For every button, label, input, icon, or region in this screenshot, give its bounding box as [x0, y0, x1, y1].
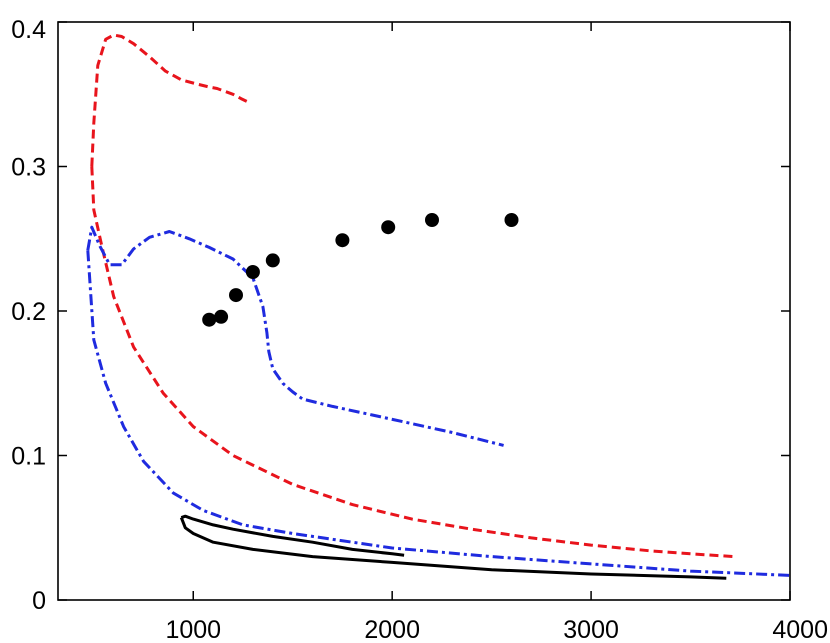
ticks-layer: 1000 2000 3000 4000 0 0.1 0.2 0.3 0.4 [11, 16, 828, 643]
data-point [214, 309, 229, 324]
y-tick-label: 0.2 [11, 298, 46, 326]
data-point [202, 312, 217, 327]
data-point [229, 288, 243, 303]
x-tick-label: 1000 [165, 616, 221, 643]
series-line-6 [179, 517, 727, 580]
series-line-3 [86, 225, 504, 447]
y-tick-label: 0.3 [11, 154, 46, 182]
series-line-1 [90, 33, 248, 167]
data-point [381, 220, 396, 235]
series-line-2 [90, 166, 735, 559]
data-point [245, 265, 260, 279]
points-layer [202, 213, 519, 327]
series-line-5 [180, 514, 405, 557]
x-tick-label: 4000 [772, 616, 828, 643]
y-tick-label: 0 [32, 587, 46, 615]
plot-frame [57, 21, 791, 601]
data-point [265, 253, 280, 268]
data-point [504, 213, 519, 227]
x-tick-label: 2000 [364, 616, 420, 643]
y-tick-label: 0.1 [11, 443, 46, 471]
x-tick-label: 3000 [563, 616, 619, 643]
data-point [335, 233, 350, 248]
series-line-4 [86, 250, 791, 577]
series-layer [86, 33, 791, 580]
y-tick-label: 0.4 [11, 16, 46, 44]
data-point [425, 213, 439, 227]
